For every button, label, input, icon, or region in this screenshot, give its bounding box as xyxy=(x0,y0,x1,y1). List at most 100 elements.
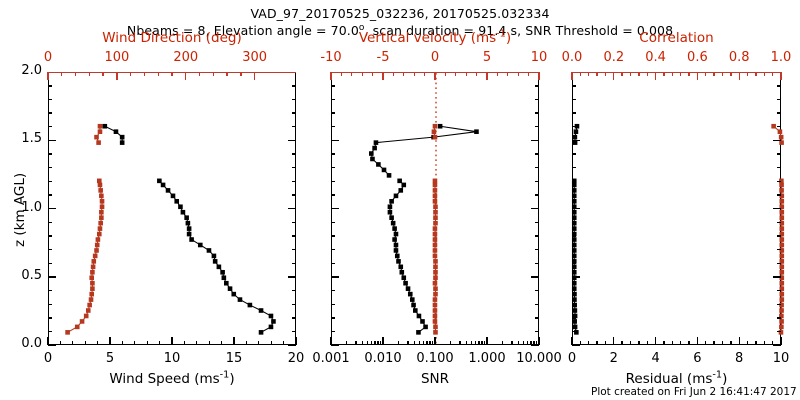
y-tick-minor xyxy=(48,303,52,305)
x-tick-minor-bottom xyxy=(501,341,504,345)
y-tick-inner xyxy=(535,98,539,101)
series-line xyxy=(370,125,477,176)
data-point-marker xyxy=(237,297,243,302)
data-point-marker xyxy=(571,275,577,281)
y-tick-inner xyxy=(535,303,539,305)
x-tick-minor-bottom xyxy=(663,341,665,345)
x-tick-minor-bottom xyxy=(84,341,86,345)
y-tick-inner xyxy=(292,248,296,251)
x-tick-minor-top xyxy=(755,72,757,76)
data-point-marker xyxy=(185,220,191,226)
data-point-marker xyxy=(779,280,785,286)
axis-title-text: Vertical velocity (ms xyxy=(358,30,497,46)
y-tick-inner xyxy=(572,317,576,319)
panel-snr-profile xyxy=(331,72,539,346)
x-tick-minor-top xyxy=(571,72,573,76)
x-tick-minor-bottom xyxy=(771,341,774,345)
x-tick-minor-bottom xyxy=(361,341,363,345)
data-point-marker xyxy=(571,242,577,248)
top-axis-line xyxy=(572,72,781,74)
x-tick-minor-top xyxy=(382,72,384,76)
y-tick-inner xyxy=(572,98,576,101)
data-point-marker xyxy=(572,297,577,302)
data-point-marker xyxy=(474,129,479,134)
x-axis-title-bottom: SNR xyxy=(271,371,599,387)
data-point-marker xyxy=(432,308,438,313)
axis-title-text: Residual (ms xyxy=(625,371,713,387)
y-tick-inner xyxy=(331,194,335,196)
x-tick-minor-bottom xyxy=(481,341,483,345)
series-wind-speed-upper-layer xyxy=(102,123,125,145)
data-point-marker xyxy=(396,259,401,264)
x-tick-minor-top xyxy=(403,72,405,76)
y-tick-inner xyxy=(535,330,539,333)
data-point-marker xyxy=(403,280,408,286)
data-point-marker xyxy=(113,129,119,134)
x-tick-minor-top xyxy=(746,72,749,76)
figure-title: VAD_97_20170525_032236, 20170525.032334 xyxy=(250,6,550,21)
x-tick-minor-bottom xyxy=(418,341,421,345)
data-point-marker xyxy=(94,242,100,248)
data-point-marker xyxy=(180,209,186,215)
data-point-marker xyxy=(370,156,375,162)
y-tick-inner xyxy=(773,208,781,210)
x-tick-minor-top xyxy=(116,72,118,76)
x-tick-minor-top xyxy=(517,72,519,76)
y-tick-inner xyxy=(292,303,296,305)
subtitle-prefix: Nbeams = 8, Elevation angle = 70.0 xyxy=(126,23,359,38)
x-tick-minor-top xyxy=(688,72,690,76)
y-tick-inner xyxy=(292,317,296,319)
data-point-marker xyxy=(779,188,784,193)
y-tick-inner xyxy=(773,139,781,142)
axis-title-exponent: -1 xyxy=(219,369,230,381)
data-point-marker xyxy=(432,242,438,248)
x-tick-minor-bottom xyxy=(109,341,111,345)
series-vertical-velocity-upper-layer xyxy=(431,123,438,140)
data-point-marker xyxy=(779,220,785,226)
y-tick-inner xyxy=(572,289,576,292)
data-point-marker xyxy=(90,280,95,286)
x-tick-minor-top xyxy=(475,72,478,76)
data-point-marker xyxy=(160,182,166,188)
x-tick-minor-top xyxy=(444,72,447,76)
data-point-marker xyxy=(779,302,784,308)
y-tick-inner xyxy=(535,235,539,237)
series-wind-direction-upper-layer xyxy=(94,123,103,145)
data-point-marker xyxy=(779,204,785,210)
data-point-marker xyxy=(87,302,92,308)
x-tick-minor-bottom xyxy=(96,341,99,345)
data-point-marker xyxy=(779,226,785,231)
data-point-marker xyxy=(571,193,577,199)
data-point-marker xyxy=(432,182,438,188)
data-point-marker xyxy=(433,264,438,270)
x-tick-label-bottom: 15 xyxy=(225,351,243,366)
series-correlation xyxy=(778,178,785,335)
x-tick-minor-top xyxy=(663,72,665,76)
y-tick-inner xyxy=(572,180,576,183)
x-tick-minor-bottom xyxy=(604,341,607,345)
series-line xyxy=(95,126,101,143)
data-point-marker xyxy=(411,302,416,308)
y-tick-inner xyxy=(331,180,335,183)
x-tick-minor-bottom xyxy=(459,341,461,345)
x-tick-major-top xyxy=(434,72,436,80)
x-tick-major-top xyxy=(330,72,332,80)
x-tick-minor-bottom xyxy=(533,341,535,345)
x-tick-minor-bottom xyxy=(688,341,690,345)
x-tick-minor-top xyxy=(621,72,623,76)
data-point-marker xyxy=(432,193,438,199)
y-tick-inner xyxy=(292,289,296,292)
x-tick-minor-top xyxy=(171,72,173,76)
y-tick-minor xyxy=(48,262,52,264)
y-tick-inner xyxy=(535,180,539,183)
x-tick-minor-top xyxy=(713,72,715,76)
x-tick-major-top xyxy=(613,72,615,80)
y-tick-minor xyxy=(48,98,52,101)
plot-created-footer: Plot created on Fri Jun 2 16:41:47 2017 xyxy=(591,386,797,398)
x-tick-minor-bottom xyxy=(196,341,198,345)
x-tick-minor-top xyxy=(588,72,590,76)
x-tick-minor-top xyxy=(88,72,91,76)
y-tick-inner xyxy=(535,194,539,196)
data-point-marker xyxy=(389,215,394,220)
x-tick-major-top xyxy=(486,72,488,80)
